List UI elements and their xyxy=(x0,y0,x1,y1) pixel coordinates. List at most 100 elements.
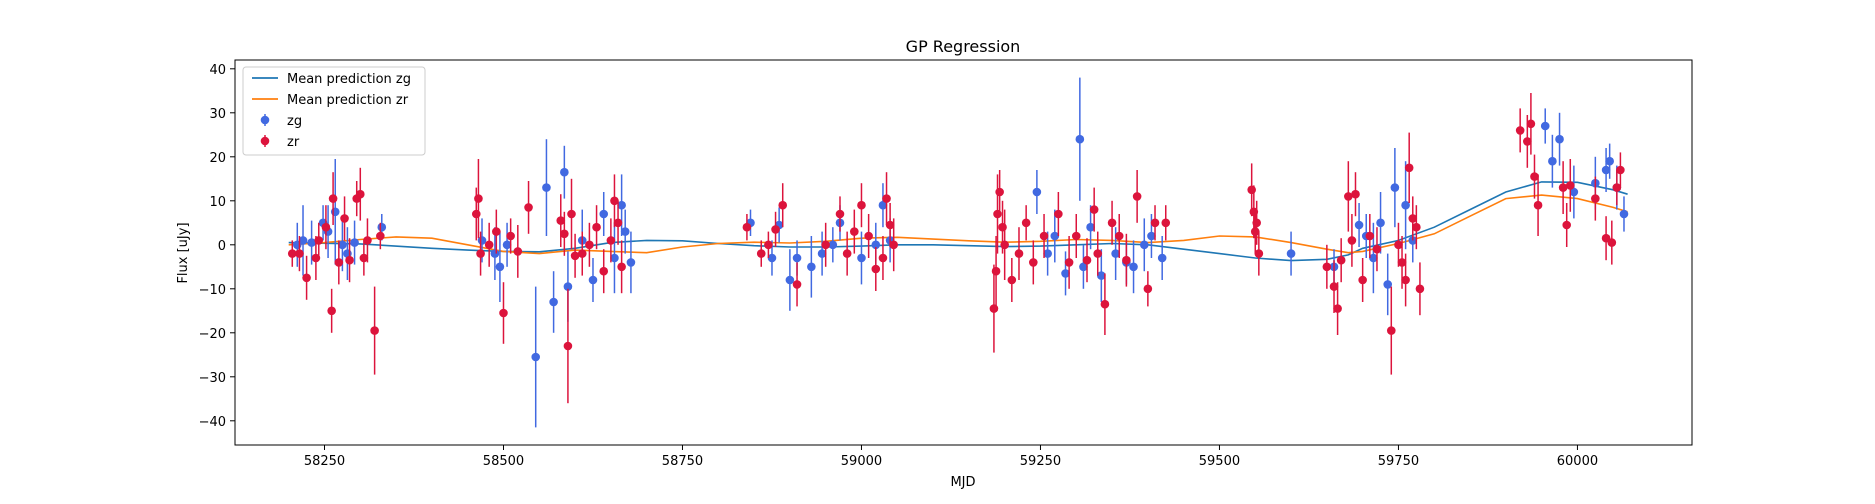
zr-point xyxy=(1333,304,1342,313)
zr-point xyxy=(1150,218,1160,228)
y-tick-label: 40 xyxy=(209,63,226,78)
zr-point xyxy=(1562,220,1572,230)
zr-point xyxy=(1132,192,1142,201)
zr-point xyxy=(1565,181,1575,190)
zg-point xyxy=(785,275,795,285)
zr-point xyxy=(513,247,523,256)
zg-point xyxy=(807,262,816,272)
zr-point xyxy=(471,209,481,219)
zr-point xyxy=(1372,244,1382,254)
zr-point xyxy=(742,222,752,232)
zr-point xyxy=(314,236,324,245)
zr-point xyxy=(995,187,1004,197)
zr-point xyxy=(1336,255,1346,265)
zr-point xyxy=(1093,249,1103,258)
zr-point xyxy=(606,236,616,245)
zg-point xyxy=(626,258,636,267)
zr-point xyxy=(355,189,365,199)
zr-point xyxy=(327,306,336,316)
zr-point xyxy=(1000,240,1009,250)
x-tick-label: 58750 xyxy=(662,454,703,469)
zr-point xyxy=(1523,137,1532,146)
zg-point xyxy=(1111,249,1120,258)
zg-point xyxy=(307,238,316,247)
zr-point xyxy=(1358,275,1367,285)
x-axis-label: MJD xyxy=(950,475,975,490)
zg-point xyxy=(542,183,551,192)
y-tick-label: −10 xyxy=(199,283,226,298)
zg-point xyxy=(350,238,359,247)
zg-point xyxy=(377,222,387,232)
zr-point xyxy=(878,253,888,263)
zr-point xyxy=(998,222,1007,232)
zg-point xyxy=(338,240,347,250)
zr-point xyxy=(1515,126,1525,135)
zr-point xyxy=(570,251,580,261)
zr-point xyxy=(1401,275,1410,285)
zr-point xyxy=(1533,200,1543,210)
zr-point xyxy=(613,218,623,228)
zr-point xyxy=(1607,238,1617,247)
zr-point xyxy=(764,240,773,250)
zr-point xyxy=(321,222,331,232)
zr-point xyxy=(363,236,372,245)
zr-point xyxy=(1054,209,1063,219)
zr-point xyxy=(1322,262,1332,272)
zr-point xyxy=(1143,284,1153,294)
zg-point xyxy=(599,209,609,219)
zr-point xyxy=(1591,194,1600,203)
zg-point xyxy=(1601,165,1611,175)
zr-point xyxy=(1089,205,1099,214)
zg-point xyxy=(1390,183,1400,192)
zg-point xyxy=(298,236,308,245)
x-tick-label: 59250 xyxy=(1020,454,1061,469)
zr-point xyxy=(563,341,573,351)
legend: Mean prediction zg Mean prediction zr zg zr xyxy=(242,66,426,156)
zr-point xyxy=(1252,218,1261,228)
zg-point xyxy=(1540,121,1550,131)
zr-point xyxy=(1247,185,1256,195)
y-tick-label: −30 xyxy=(199,371,226,386)
zr-point xyxy=(1107,218,1117,228)
zr-point xyxy=(1071,231,1081,241)
zr-point xyxy=(302,273,311,283)
zr-point xyxy=(499,308,508,318)
zg-point xyxy=(1050,231,1060,241)
zr-point xyxy=(1365,231,1375,241)
zr-point xyxy=(771,225,780,234)
zr-point xyxy=(328,194,338,203)
zr-point xyxy=(1347,236,1357,245)
zr-point xyxy=(592,222,601,232)
zg-point xyxy=(1555,134,1564,144)
zr-point xyxy=(778,200,788,210)
zg-point xyxy=(817,249,827,258)
mean-line-zg xyxy=(288,181,1628,262)
zg-point xyxy=(1286,249,1296,258)
y-tick-label: 0 xyxy=(218,239,226,254)
zr-point xyxy=(1064,258,1074,267)
zg-point xyxy=(495,262,505,272)
zg-point xyxy=(1139,240,1149,250)
zr-point xyxy=(1114,231,1124,241)
zr-point xyxy=(476,249,485,258)
zg-point xyxy=(1032,187,1042,197)
zg-point xyxy=(549,297,558,307)
zg-point xyxy=(502,240,512,250)
zr-point xyxy=(492,227,501,236)
zg-point xyxy=(878,200,888,210)
y-tick-label: 30 xyxy=(209,107,226,122)
zr-point xyxy=(376,231,385,241)
zg-point xyxy=(767,253,777,263)
zg-point xyxy=(792,253,802,263)
zg-point xyxy=(490,249,500,258)
zg-point xyxy=(1075,134,1085,144)
axes-frame xyxy=(234,59,1693,446)
zg-point xyxy=(620,227,630,236)
zg-point xyxy=(1401,200,1410,210)
zr-point xyxy=(1397,258,1407,267)
zr-point xyxy=(1612,183,1622,192)
zr-point xyxy=(524,203,533,212)
zg-point xyxy=(1086,222,1095,232)
zr-point xyxy=(792,280,802,289)
zg-point xyxy=(1569,187,1579,197)
